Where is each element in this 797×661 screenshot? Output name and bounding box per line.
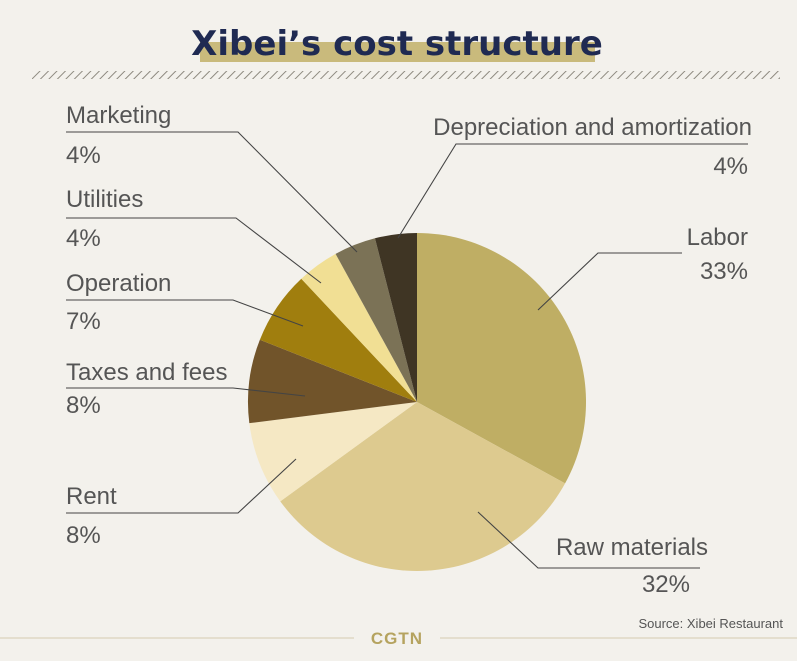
pie-slice-utilities [301,253,417,402]
leader-line-labor [537,252,682,311]
slice-labels: Labor 33% Raw materials 32% Rent 8% Taxe… [66,102,752,598]
label-utilities: Utilities [66,186,143,213]
leader-line-utilities [66,217,322,284]
leader-line-rent [66,458,297,514]
leader-line-operation [66,299,304,327]
cgtn-logo: CGTN [371,629,423,648]
value-marketing: 4% [66,142,101,169]
value-rent: 8% [66,522,101,549]
chart-title: Xibei’s cost structure [191,24,603,64]
pie-slice-taxes-and-fees [247,339,417,424]
source-note: Source: Xibei Restaurant [638,616,783,631]
pie-slices [247,233,587,572]
label-taxes: Taxes and fees [66,359,227,386]
pie-slice-operation [259,278,417,402]
value-utilities: 4% [66,225,101,252]
leader-line-raw-materials [477,511,700,569]
leader-line-taxes [66,387,306,397]
value-operation: 7% [66,308,101,335]
value-taxes: 8% [66,392,101,419]
label-depreciation: Depreciation and amortization [433,114,752,141]
pie-slice-labor [417,233,587,484]
label-operation: Operation [66,270,171,297]
label-rent: Rent [66,483,117,510]
pie-slice-depreciation-and-amortization [374,233,417,402]
pie-slice-raw-materials [280,402,566,572]
leader-line-depreciation [397,143,748,239]
hatch-divider [32,71,780,79]
label-marketing: Marketing [66,102,171,129]
value-labor: 33% [700,258,748,285]
leader-lines [66,131,748,569]
value-depreciation: 4% [713,153,748,180]
value-raw-materials: 32% [642,571,690,598]
label-labor: Labor [687,224,748,251]
pie-slice-marketing [335,238,417,402]
leader-line-marketing [66,131,358,253]
title-highlight [200,42,595,62]
label-raw-materials: Raw materials [556,534,708,561]
pie-slice-rent [249,402,417,502]
